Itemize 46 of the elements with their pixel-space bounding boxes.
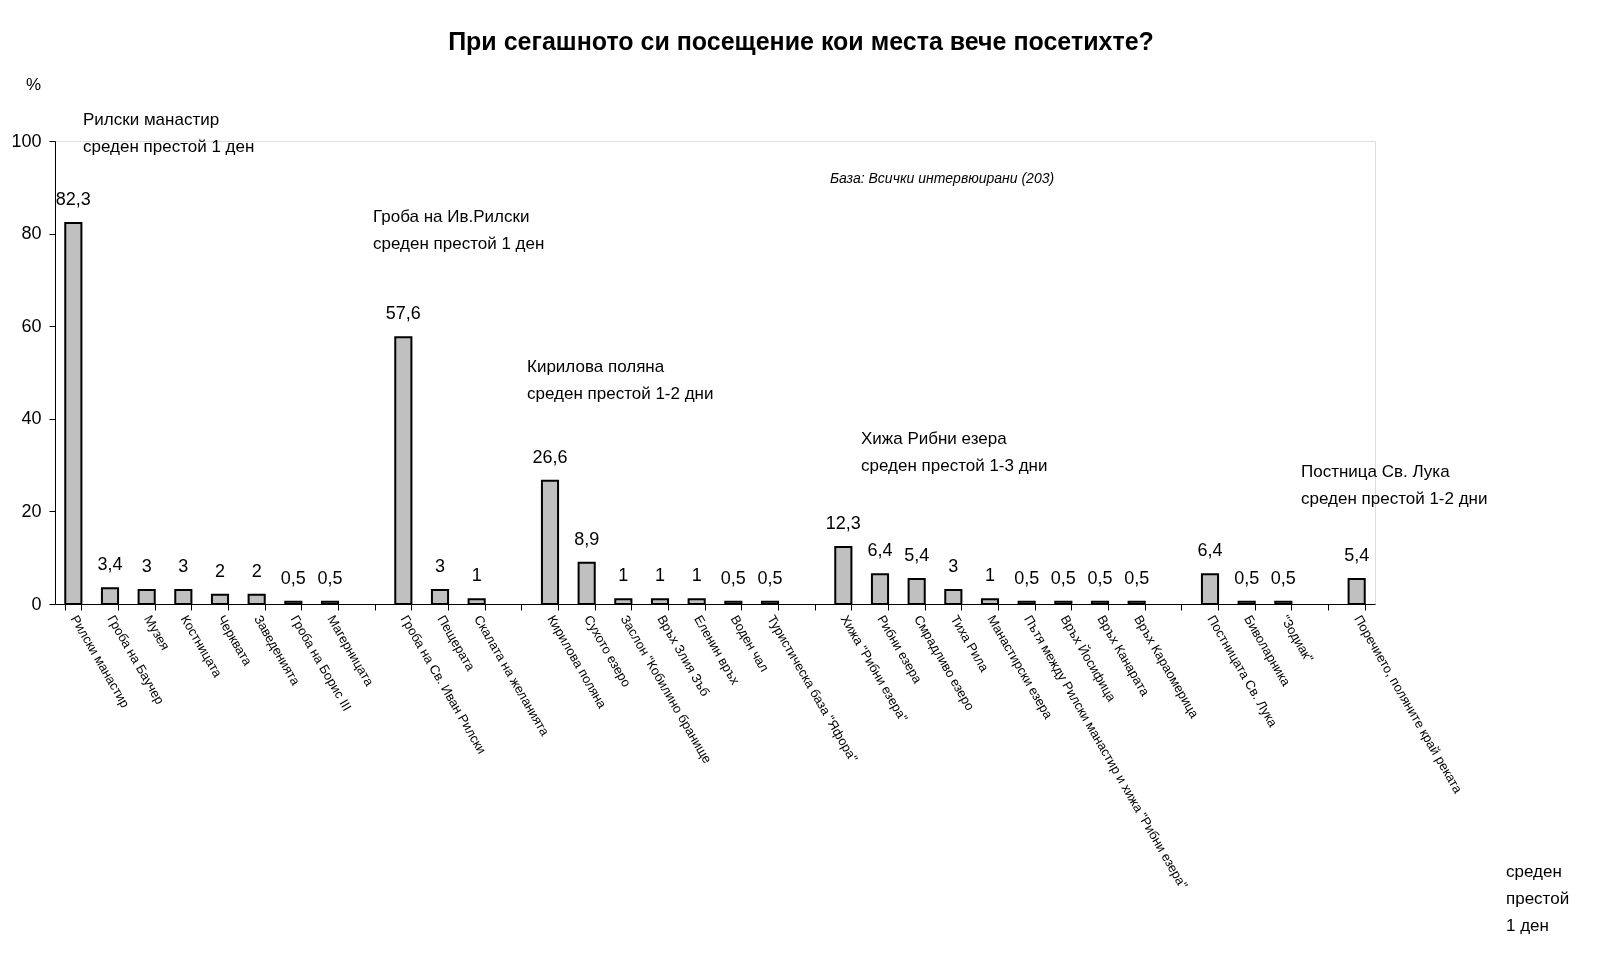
y-tick-label: 60 — [21, 315, 42, 336]
y-tick-label: 0 — [31, 593, 42, 614]
data-label: 1 — [984, 565, 996, 586]
y-tick-label: 20 — [21, 500, 42, 521]
data-label: 0,5 — [1124, 567, 1150, 588]
data-label: 1 — [618, 565, 629, 586]
data-label: 0,5 — [280, 567, 306, 588]
data-label: 0,5 — [757, 567, 783, 588]
data-label: 3 — [178, 556, 189, 577]
data-label: 3 — [141, 556, 152, 577]
data-label: 1 — [654, 565, 666, 586]
data-label: 5,4 — [1344, 545, 1370, 565]
y-axis-title: % — [25, 74, 42, 94]
annotation: Рилски манастир среден престой 1 ден — [83, 110, 255, 156]
text: среден престой 1 ден — [1506, 862, 1570, 935]
data-label: 1 — [471, 565, 482, 586]
data-label: 2 — [214, 560, 226, 581]
data-label: 0,5 — [1234, 567, 1260, 588]
data-label: 12,3 — [825, 513, 861, 534]
data-label: 0,5 — [317, 567, 343, 588]
data-label: 3,4 — [97, 554, 123, 575]
annotation: Гроба на Ив.Рилски среден престой 1 ден — [373, 207, 545, 253]
annotation: Хижа Рибни езера среден престой 1-3 дни — [861, 429, 1048, 475]
annotation: Постница Св. Лука среден престой 1-2 дни — [1301, 462, 1488, 508]
annotation: База: Всички интервюирани (203) — [830, 170, 1055, 186]
chart-title: При сегашното си посещение кои места вече посетихте? — [448, 27, 1154, 55]
data-label: 0,5 — [720, 567, 746, 588]
y-tick-label: 100 — [11, 130, 42, 151]
y-tick-label: 80 — [21, 223, 42, 244]
data-label: 6,4 — [1197, 540, 1223, 561]
data-label: 57,6 — [385, 303, 421, 324]
data-label: 6,4 — [867, 540, 893, 561]
data-label: 2 — [251, 560, 262, 581]
data-label: 0,5 — [1087, 567, 1113, 588]
data-label: 3 — [434, 556, 446, 577]
data-label: 5,4 — [904, 545, 930, 565]
data-label: 1 — [691, 565, 702, 586]
data-label: 0,5 — [1050, 567, 1076, 588]
data-label: 0,5 — [1270, 567, 1296, 588]
data-label: 3 — [948, 556, 959, 577]
annotation: Кирилова поляна среден престой 1-2 дни — [527, 357, 714, 403]
data-label: 8,9 — [574, 528, 600, 549]
data-label: 82,3 — [55, 188, 91, 209]
data-label: 26,6 — [532, 446, 568, 467]
data-label: 0,5 — [1014, 567, 1040, 588]
y-tick-label: 40 — [21, 408, 42, 429]
